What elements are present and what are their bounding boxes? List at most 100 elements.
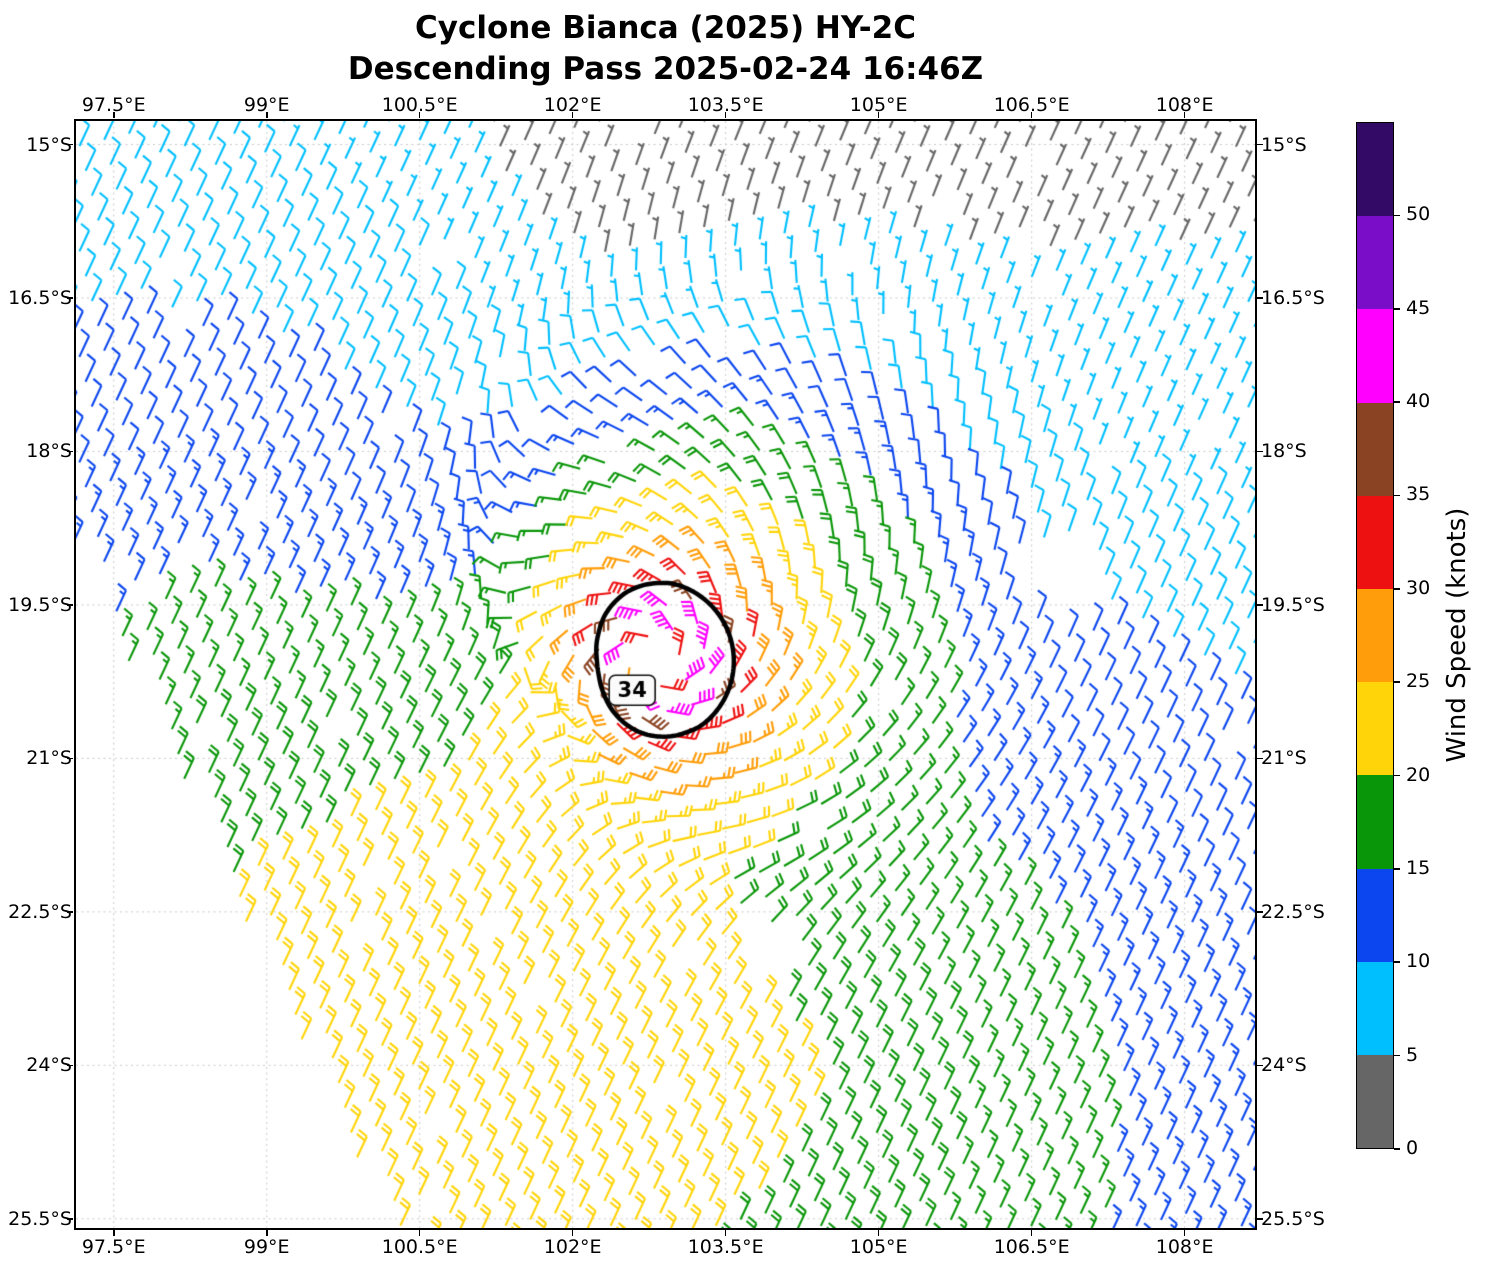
colorbar-segment [1357,495,1393,589]
x-tick-label-top: 100.5°E [381,94,458,116]
colorbar-segment [1357,868,1393,962]
plot-title-line2: Descending Pass 2025-02-24 16:46Z [347,51,984,87]
x-tick-mark [724,1230,727,1236]
x-tick-label-bottom: 97.5°E [81,1236,146,1258]
y-tick-mark [1257,297,1263,299]
x-tick-mark [724,112,727,118]
y-tick-mark [67,450,73,453]
y-tick-mark [67,757,73,760]
wind-barb-map-canvas [76,121,1255,1228]
x-tick-label-top: 97.5°E [81,94,146,116]
colorbar-tick-label: 10 [1406,950,1431,973]
x-tick-label-top: 102°E [543,94,602,116]
y-tick-label-right: 16.5°S [1261,286,1325,309]
colorbar-tick-label: 45 [1406,296,1431,319]
colorbar-tick-label: 50 [1406,203,1431,226]
x-tick-mark [112,1230,115,1236]
colorbar-axis-label: Wind Speed (knots) [1442,507,1472,763]
y-tick-mark [1257,911,1263,913]
colorbar-tick-label: 15 [1406,856,1431,879]
colorbar-segment [1357,961,1393,1055]
y-tick-mark [67,604,73,606]
y-tick-mark [67,297,73,299]
y-tick-mark [67,911,73,913]
colorbar-tick-mark [1394,681,1400,683]
x-tick-label-bottom: 105°E [849,1236,908,1258]
y-tick-mark [1257,450,1263,453]
x-tick-label-top: 108°E [1155,94,1214,116]
plot-title: Cyclone Bianca (2025) HY-2C Descending P… [76,8,1255,90]
colorbar-segment [1357,309,1393,403]
x-tick-label-bottom: 103.5°E [687,1236,764,1258]
x-tick-mark [418,1230,421,1236]
y-tick-label-right: 21°S [1261,747,1307,770]
colorbar-segment [1357,216,1393,310]
y-tick-mark [67,1064,73,1067]
colorbar-tick-mark [1394,1054,1400,1057]
x-tick-mark [112,112,115,118]
y-tick-mark [1257,1217,1263,1220]
y-tick-label-right: 19.5°S [1261,593,1325,616]
y-tick-label-left: 15°S [26,133,72,156]
colorbar-tick-mark [1394,961,1400,964]
x-tick-label-top: 103.5°E [687,94,764,116]
y-tick-label-left: 25.5°S [8,1207,72,1230]
y-tick-mark [1257,604,1263,606]
colorbar-segment [1357,123,1393,217]
colorbar-tick-label: 5 [1406,1043,1419,1066]
x-tick-label-bottom: 108°E [1155,1236,1214,1258]
y-tick-mark [67,143,73,146]
y-tick-label-left: 22.5°S [8,900,72,923]
x-tick-mark [1183,1230,1186,1236]
y-tick-label-left: 19.5°S [8,593,72,616]
colorbar-tick-label: 0 [1406,1137,1419,1159]
x-tick-label-top: 106.5°E [993,94,1070,116]
colorbar-tick-mark [1394,774,1400,777]
colorbar-segment [1357,775,1393,869]
colorbar-segment [1357,1054,1393,1149]
y-tick-label-right: 15°S [1261,133,1307,156]
colorbar-tick-mark [1394,1148,1400,1150]
y-tick-mark [1257,757,1263,760]
plot-title-line1: Cyclone Bianca (2025) HY-2C [415,10,916,46]
y-tick-label-left: 24°S [26,1054,72,1077]
x-tick-label-top: 99°E [243,94,290,116]
y-tick-label-left: 16.5°S [8,286,72,309]
colorbar-tick-label: 20 [1406,763,1431,786]
x-tick-mark [265,1230,268,1236]
colorbar-segment [1357,402,1393,496]
y-tick-mark [67,1217,73,1220]
y-tick-mark [1257,1064,1263,1067]
colorbar-segment [1357,588,1393,683]
y-tick-label-right: 25.5°S [1261,1207,1325,1230]
x-tick-label-top: 105°E [849,94,908,116]
y-tick-label-right: 24°S [1261,1054,1307,1077]
x-tick-mark [265,112,268,118]
y-tick-label-right: 22.5°S [1261,900,1325,923]
colorbar-tick-mark [1394,588,1400,590]
y-tick-label-left: 18°S [26,440,72,463]
colorbar-tick-mark [1394,868,1400,870]
x-tick-label-bottom: 99°E [243,1236,290,1258]
x-tick-mark [877,1230,880,1236]
x-tick-mark [1030,112,1033,118]
x-tick-mark [418,112,421,118]
y-tick-mark [1257,143,1263,146]
colorbar-tick-mark [1394,307,1400,310]
colorbar-tick-label: 25 [1406,670,1431,693]
y-tick-label-left: 21°S [26,747,72,770]
x-tick-label-bottom: 100.5°E [381,1236,458,1258]
colorbar-tick-mark [1394,401,1400,403]
y-tick-label-right: 18°S [1261,440,1307,463]
colorbar-tick-label: 30 [1406,576,1431,599]
x-tick-mark [1183,112,1186,118]
colorbar-segment [1357,682,1393,776]
colorbar-tick-mark [1394,494,1400,497]
x-tick-mark [877,112,880,118]
colorbar-tick-label: 40 [1406,390,1431,413]
x-tick-mark [571,112,574,118]
x-tick-label-bottom: 102°E [543,1236,602,1258]
x-tick-mark [1030,1230,1033,1236]
colorbar [1356,122,1394,1149]
